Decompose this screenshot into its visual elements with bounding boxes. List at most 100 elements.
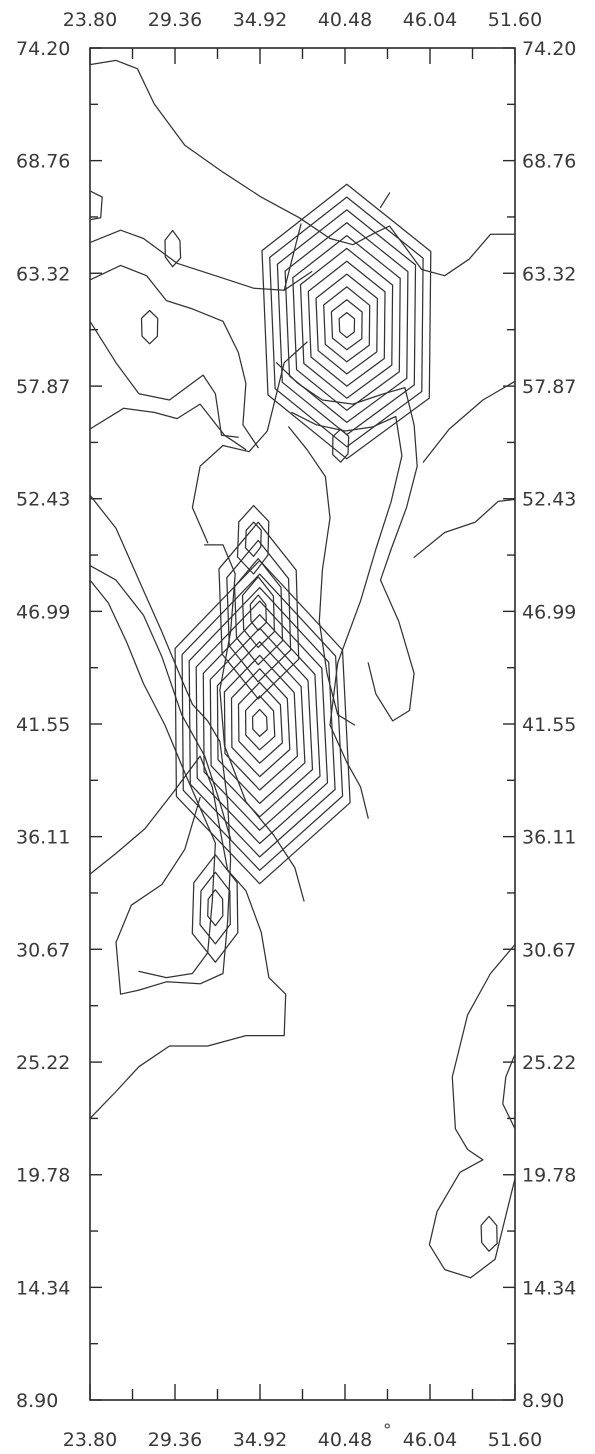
x-bottom-tick-label: 40.48 (318, 1429, 372, 1451)
y-left-tick-label: 36.11 (16, 827, 70, 849)
contour-line (89, 190, 103, 221)
peak-contour-ring (230, 668, 291, 778)
y-right-tick-label: 74.20 (522, 38, 576, 60)
y-left-tick-label: 52.43 (16, 489, 70, 511)
contour-line (89, 494, 232, 995)
peak-contour-ring (164, 229, 182, 268)
y-left-tick-label: 19.78 (16, 1165, 70, 1187)
peak-contour-ring (226, 539, 292, 683)
contour-line (422, 380, 516, 463)
peak-contour-ring (299, 247, 394, 399)
x-top-tick-label: 29.36 (148, 9, 202, 31)
peak-contour-ring (223, 654, 299, 791)
peak-contour-ring (241, 576, 276, 649)
y-axis-left-labels: 74.20 68.76 63.32 57.87 52.43 46.99 41.5… (16, 38, 70, 1412)
y-left-tick-label: 68.76 (16, 151, 70, 173)
y-left-tick-label: 25.22 (16, 1052, 70, 1074)
peak-contour-ring (202, 614, 321, 831)
y-right-tick-label: 8.90 (522, 1390, 564, 1412)
peak-contour-ring (244, 695, 276, 751)
y-left-tick-label: 41.55 (16, 714, 70, 736)
x-top-tick-label: 34.92 (233, 9, 287, 31)
peak-contour-ring (292, 234, 401, 411)
x-bottom-tick-label: 23.80 (63, 1429, 117, 1451)
y-left-tick-label: 63.32 (16, 263, 70, 285)
y-left-tick-label: 74.20 (16, 38, 70, 60)
contour-line (89, 755, 287, 1120)
contour-line (428, 943, 516, 1279)
peak-contour-ring (237, 681, 283, 764)
y-right-tick-label: 63.32 (522, 263, 576, 285)
x-top-tick-label: 46.04 (403, 9, 457, 31)
x-axis-top-labels: 23.80 29.36 34.92 40.48 46.04 51.60 (63, 9, 542, 31)
contour-lines (89, 59, 516, 1279)
contour-line (288, 426, 356, 726)
x-top-tick-label: 23.80 (63, 9, 117, 31)
contour-line (502, 1053, 516, 1130)
peak-contour-ring (207, 889, 224, 927)
y-right-tick-label: 57.87 (522, 376, 576, 398)
contour-line (89, 564, 232, 840)
x-top-tick-label: 40.48 (318, 9, 372, 31)
peak-contour-ring (284, 222, 409, 424)
y-right-tick-label: 14.34 (522, 1277, 576, 1299)
y-right-tick-label: 46.99 (522, 601, 576, 623)
peak-contour-ring (218, 521, 300, 700)
peak-contour-ring (199, 871, 231, 945)
contour-line (291, 411, 403, 819)
contour-line (89, 320, 239, 438)
peak-contour-ring (195, 600, 329, 845)
peak-contour-ring (140, 309, 159, 345)
y-right-tick-label: 41.55 (522, 714, 576, 736)
peak-contour-ring (332, 428, 350, 463)
y-right-tick-label: 30.67 (522, 939, 576, 961)
contour-line (379, 192, 391, 209)
contour-line (89, 59, 516, 277)
y-left-tick-label: 46.99 (16, 601, 70, 623)
peak-contour-ring (188, 586, 336, 858)
x-axis-bottom-labels: 23.80 29.36 34.92 40.48 46.04 51.60 (63, 1429, 542, 1451)
peak-contour-ring (251, 708, 268, 738)
contour-line (413, 498, 516, 558)
y-right-tick-label: 36.11 (522, 827, 576, 849)
peak-contour-ring (249, 594, 267, 632)
annotation-mark: ° (383, 1421, 392, 1441)
peak-contour-ring (323, 286, 371, 363)
peak-rings (140, 183, 498, 1252)
peak-contour-ring (244, 521, 262, 558)
y-left-tick-label: 14.34 (16, 1277, 70, 1299)
tick-marks (89, 47, 516, 1401)
y-right-tick-label: 68.76 (522, 151, 576, 173)
peak-contour-ring (269, 196, 424, 448)
peak-contour-ring (174, 559, 351, 885)
x-bottom-tick-label: 46.04 (403, 1429, 457, 1451)
peak-contour-ring (338, 311, 356, 339)
peak-contour-ring (181, 573, 344, 871)
contour-line (89, 403, 247, 451)
peak-contour-ring (261, 183, 432, 460)
y-right-tick-label: 19.78 (522, 1165, 576, 1187)
y-left-tick-label: 30.67 (16, 939, 70, 961)
x-top-tick-label: 51.60 (488, 9, 542, 31)
contour-line (204, 544, 305, 902)
contour-line (275, 362, 418, 722)
x-bottom-tick-label: 34.92 (233, 1429, 287, 1451)
y-right-tick-label: 52.43 (522, 489, 576, 511)
peak-contour-ring (209, 627, 314, 818)
peak-contour-ring (276, 209, 417, 436)
peak-contour-ring (236, 504, 270, 575)
y-right-tick-label: 25.22 (522, 1052, 576, 1074)
y-axis-right-labels: 74.20 68.76 63.32 57.87 52.43 46.99 41.5… (522, 38, 576, 1412)
x-bottom-tick-label: 29.36 (148, 1429, 202, 1451)
peak-contour-ring (315, 273, 379, 375)
x-bottom-tick-label: 51.60 (488, 1429, 542, 1451)
y-left-tick-label: 8.90 (16, 1390, 58, 1412)
peak-contour-ring (216, 641, 306, 805)
peak-contour-ring (480, 1215, 498, 1252)
y-left-tick-label: 57.87 (16, 376, 70, 398)
contour-line (89, 264, 259, 449)
peak-contour-ring (330, 299, 363, 351)
contour-line (89, 229, 313, 291)
peak-contour-ring (307, 260, 386, 387)
